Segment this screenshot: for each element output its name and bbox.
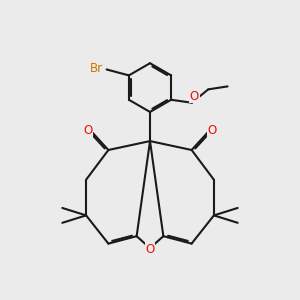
Text: O: O bbox=[146, 243, 154, 256]
Text: O: O bbox=[190, 90, 199, 103]
Text: O: O bbox=[208, 124, 217, 137]
Text: Br: Br bbox=[90, 62, 103, 75]
Text: O: O bbox=[83, 124, 92, 137]
